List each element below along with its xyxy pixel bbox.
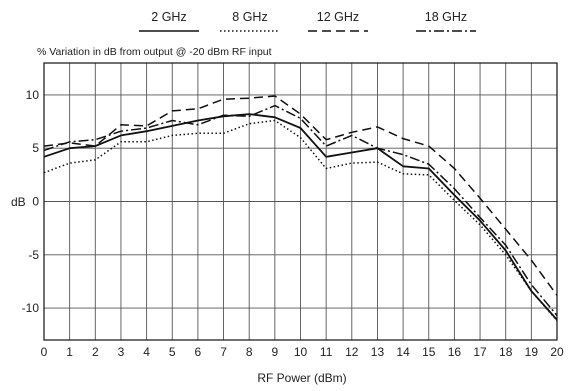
y-tick-label: 5 (32, 141, 39, 155)
x-tick-label: 15 (422, 345, 436, 359)
x-tick-label: 10 (294, 345, 308, 359)
x-tick-label: 3 (118, 345, 125, 359)
x-tick-label: 4 (143, 345, 150, 359)
legend-label: 2 GHz (151, 10, 186, 24)
chart-subtitle: % Variation in dB from output @ -20 dBm … (37, 46, 272, 58)
legend-label: 18 GHz (425, 10, 467, 24)
x-tick-label: 1 (66, 345, 73, 359)
x-tick-label: 8 (246, 345, 253, 359)
x-tick-label: 13 (371, 345, 385, 359)
x-axis-label: RF Power (dBm) (257, 371, 346, 385)
x-tick-label: 17 (473, 345, 487, 359)
x-tick-label: 18 (499, 345, 513, 359)
legend: 2 GHz 8 GHz 12 GHz 18 GHz (139, 10, 476, 31)
legend-label: 12 GHz (317, 10, 359, 24)
x-tick-label: 9 (272, 345, 279, 359)
x-tick-label: 16 (448, 345, 462, 359)
y-axis-label: dB (11, 195, 26, 209)
x-tick-label: 19 (525, 345, 539, 359)
y-tick-label: 10 (26, 88, 40, 102)
y-tick-label: -10 (22, 301, 40, 315)
x-tick-label: 7 (220, 345, 227, 359)
x-tick-label: 5 (169, 345, 176, 359)
x-tick-label: 6 (195, 345, 202, 359)
x-tick-label: 12 (345, 345, 359, 359)
legend-label: 8 GHz (232, 10, 267, 24)
x-tick-label: 20 (550, 345, 564, 359)
x-tick-label: 11 (320, 345, 333, 359)
x-tick-label: 0 (41, 345, 48, 359)
x-tick-labels: 0 1 2 3 4 5 6 7 8 9 10 11 12 13 14 15 16 17 18 19 20 (41, 345, 564, 359)
x-tick-label: 2 (92, 345, 99, 359)
y-tick-label: -5 (28, 248, 39, 262)
x-tick-label: 14 (396, 345, 410, 359)
y-tick-label: 0 (32, 195, 39, 209)
grid (44, 63, 557, 340)
